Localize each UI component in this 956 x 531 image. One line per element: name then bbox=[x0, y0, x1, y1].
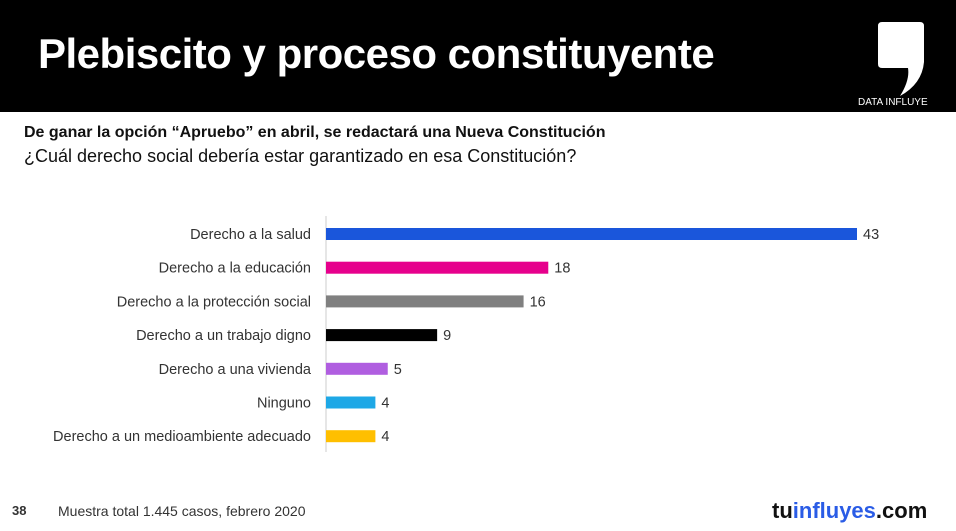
logo-text: DATA INFLUYE bbox=[858, 97, 928, 108]
data-label: 4 bbox=[381, 429, 389, 445]
page-title: Plebiscito y proceso constituyente bbox=[38, 30, 715, 77]
bar bbox=[326, 396, 376, 409]
brand-influyes: influyes bbox=[792, 498, 876, 523]
category-label: Derecho a un trabajo digno bbox=[136, 328, 311, 344]
data-label: 4 bbox=[381, 396, 389, 412]
category-label: Derecho a la salud bbox=[190, 227, 311, 243]
chart-question: ¿Cuál derecho social debería estar garan… bbox=[24, 146, 577, 166]
bar bbox=[326, 295, 524, 308]
bar bbox=[326, 228, 857, 240]
category-label: Derecho a un medioambiente adecuado bbox=[53, 429, 311, 445]
data-label: 43 bbox=[863, 227, 879, 243]
data-influye-logo-icon bbox=[878, 22, 924, 96]
data-label: 5 bbox=[394, 362, 402, 378]
brand-logo: tuinfluyes.com bbox=[772, 498, 927, 524]
data-label: 18 bbox=[554, 261, 570, 277]
category-label: Derecho a la educación bbox=[159, 261, 311, 277]
category-label: Ninguno bbox=[257, 396, 311, 412]
bar-chart: Derecho a la salud 43 Derecho a la educaci… bbox=[53, 216, 879, 452]
brand-com: .com bbox=[875, 498, 928, 523]
brand-tu: tu bbox=[772, 498, 793, 523]
chart-subtitle: De ganar la opción “Apruebo” en abril, s… bbox=[24, 124, 606, 141]
category-label: Derecho a una vivienda bbox=[159, 362, 312, 378]
bar bbox=[326, 329, 438, 342]
data-label: 9 bbox=[443, 328, 451, 344]
page-number: 38 bbox=[12, 503, 27, 518]
bar bbox=[326, 430, 376, 443]
sample-note: Muestra total 1.445 casos, febrero 2020 bbox=[58, 503, 306, 519]
bar bbox=[326, 362, 388, 375]
category-label: Derecho a la protección social bbox=[117, 294, 311, 310]
data-label: 16 bbox=[530, 294, 546, 310]
bar bbox=[326, 261, 549, 274]
header-bar: Plebiscito y proceso constituyente DATA … bbox=[0, 0, 956, 112]
